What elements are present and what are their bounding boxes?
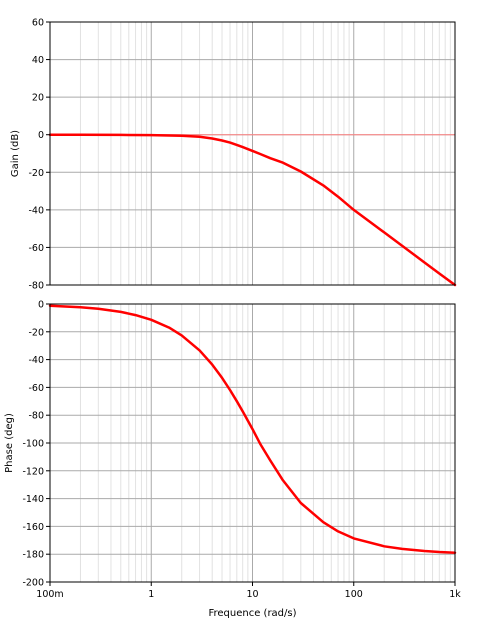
response-curve <box>48 304 457 554</box>
y-tick-label: -120 <box>22 466 44 477</box>
y-tick-label: -40 <box>28 355 44 366</box>
y-tick-label: -60 <box>28 383 44 394</box>
gain-curve-group <box>48 133 457 287</box>
phase-curve-group <box>48 304 457 554</box>
y-tick-label: 20 <box>32 93 44 104</box>
y-tick-label: -60 <box>28 243 44 254</box>
x-tick-label: 1k <box>449 589 461 600</box>
y-tick-label: -20 <box>28 327 44 338</box>
response-curve <box>48 133 457 287</box>
gain-y-axis: 60 40 20 0 -20 -40 -60 -80 <box>28 18 50 292</box>
phase-x-axis: 100m 1 10 100 1k <box>36 582 461 600</box>
y-tick-label: -200 <box>22 578 44 589</box>
phase-panel: 0-20-40-60-80-100-120-140-160-180-200 10… <box>4 300 461 620</box>
phase-y-axis-title: Phase (deg) <box>4 413 15 473</box>
gain-y-axis-title: Gain (dB) <box>10 130 21 177</box>
y-tick-label: -80 <box>28 411 44 422</box>
gain-panel: 60 40 20 0 -20 -40 -60 -80 Gain (dB) <box>10 18 457 292</box>
phase-y-axis: 0 -20 -40 -60 -80 -100 -120 -140 -160 -180 -200 <box>22 300 50 589</box>
y-tick-label: 40 <box>32 55 44 66</box>
phase-x-axis-title: Frequence (rad/s) <box>208 608 296 619</box>
gain-plot-frame <box>49 21 456 286</box>
x-tick-label: 10 <box>246 589 258 600</box>
phase-grid <box>50 304 455 582</box>
y-tick-label: -160 <box>22 522 44 533</box>
y-tick-label: -80 <box>28 281 44 292</box>
y-tick-label: 0 <box>38 300 44 311</box>
y-tick-label: -40 <box>28 205 44 216</box>
y-tick-label: -140 <box>22 494 44 505</box>
x-tick-label: 100m <box>36 589 63 600</box>
x-tick-label: 100 <box>345 589 363 600</box>
y-tick-label: 60 <box>32 18 44 29</box>
y-tick-label: 0 <box>38 130 44 141</box>
y-tick-label: -180 <box>22 550 44 561</box>
x-tick-label: 1 <box>148 589 154 600</box>
y-tick-label: -20 <box>28 168 44 179</box>
y-tick-label: -100 <box>22 439 44 450</box>
